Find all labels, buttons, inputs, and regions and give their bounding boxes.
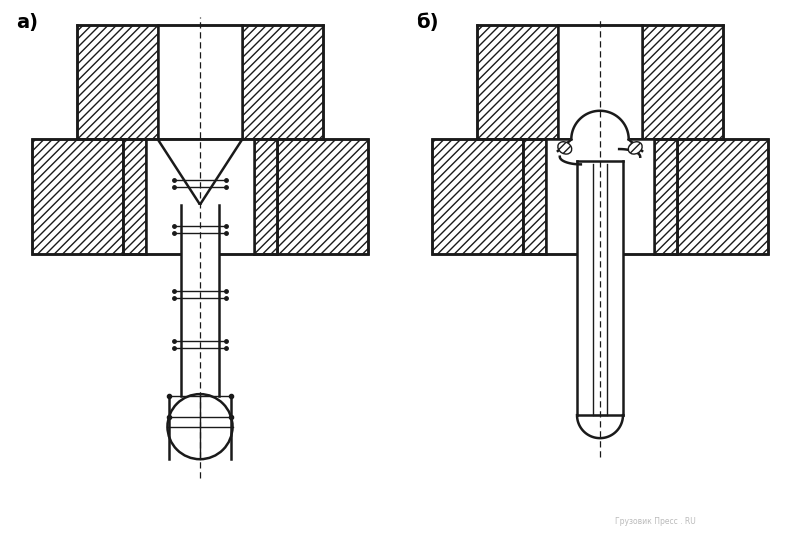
- Bar: [523, 139, 546, 254]
- Text: Грузовик Пресс . RU: Грузовик Пресс . RU: [615, 517, 696, 526]
- Polygon shape: [558, 111, 642, 161]
- Polygon shape: [158, 139, 242, 205]
- Bar: [642, 25, 722, 139]
- Text: а): а): [16, 13, 38, 32]
- Bar: [523, 139, 677, 254]
- Bar: [123, 139, 146, 254]
- Bar: [242, 25, 322, 139]
- Text: б): б): [416, 13, 438, 32]
- Bar: [181, 205, 219, 396]
- Bar: [158, 25, 242, 139]
- Bar: [654, 139, 677, 254]
- Bar: [146, 139, 254, 254]
- Bar: [577, 161, 623, 415]
- Circle shape: [167, 394, 233, 459]
- Bar: [478, 25, 558, 139]
- Bar: [431, 139, 523, 254]
- Ellipse shape: [558, 142, 572, 154]
- Bar: [546, 139, 654, 254]
- Bar: [558, 25, 642, 139]
- Bar: [277, 139, 369, 254]
- Bar: [431, 139, 769, 254]
- Ellipse shape: [628, 142, 642, 154]
- Bar: [254, 139, 277, 254]
- Bar: [677, 139, 769, 254]
- Bar: [31, 139, 123, 254]
- Bar: [78, 25, 158, 139]
- Bar: [31, 139, 369, 254]
- Polygon shape: [577, 415, 623, 438]
